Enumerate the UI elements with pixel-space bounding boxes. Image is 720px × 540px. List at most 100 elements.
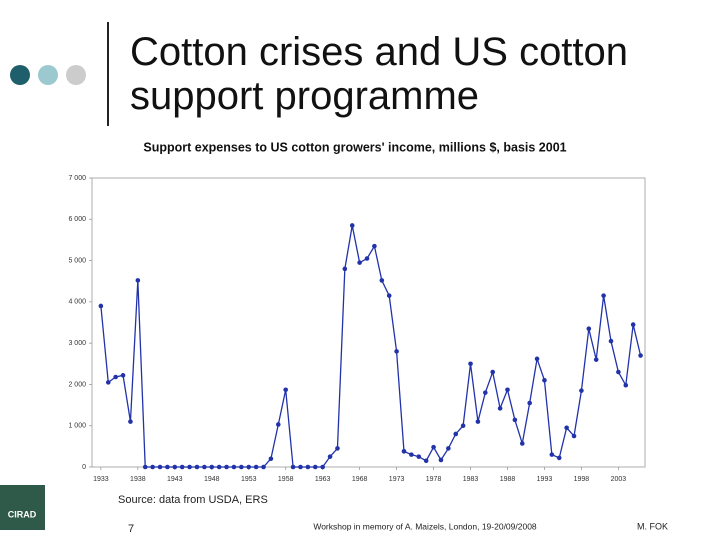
data-point xyxy=(179,464,185,470)
data-point xyxy=(209,464,215,470)
data-point xyxy=(135,278,141,283)
data-point xyxy=(261,464,266,470)
data-point xyxy=(349,223,355,228)
data-point xyxy=(468,361,473,367)
data-point xyxy=(483,390,488,395)
data-point xyxy=(542,378,547,383)
data-point xyxy=(305,464,311,470)
x-tick-label: 1943 xyxy=(167,476,183,483)
data-point xyxy=(120,373,126,378)
data-point xyxy=(549,452,555,457)
data-point xyxy=(475,419,481,424)
data-point xyxy=(357,260,362,265)
data-point xyxy=(364,256,370,261)
data-point xyxy=(231,464,237,470)
x-tick-label: 1938 xyxy=(130,476,146,483)
data-point xyxy=(113,374,118,380)
page-number: 7 xyxy=(128,523,134,535)
data-point xyxy=(379,278,385,283)
decor-dot xyxy=(10,65,30,85)
data-point xyxy=(327,454,333,459)
x-tick-label: 1973 xyxy=(389,476,405,483)
data-point xyxy=(460,423,466,429)
data-point xyxy=(298,464,303,470)
data-point xyxy=(593,357,599,362)
data-line xyxy=(100,225,642,468)
data-point xyxy=(423,458,429,464)
data-point xyxy=(105,380,111,385)
logo xyxy=(0,485,45,530)
slide-title: Cotton crises and US cotton support prog… xyxy=(130,30,629,118)
y-tick-label: 4 000 xyxy=(68,299,86,306)
data-point xyxy=(505,387,510,393)
data-point xyxy=(431,444,436,450)
data-point xyxy=(630,322,636,327)
data-point xyxy=(446,446,451,451)
data-point xyxy=(172,464,178,470)
x-tick-label: 1978 xyxy=(426,476,442,483)
data-point xyxy=(276,422,281,427)
data-point xyxy=(98,303,104,309)
data-point xyxy=(534,356,540,362)
data-point xyxy=(638,353,643,358)
x-tick-label: 1958 xyxy=(278,476,294,483)
decor-dot xyxy=(38,65,58,85)
data-point xyxy=(556,455,562,461)
data-point xyxy=(312,464,318,470)
data-point xyxy=(290,464,296,470)
data-point xyxy=(224,464,229,470)
author: M. FOK xyxy=(637,521,668,531)
y-tick-label: 1 000 xyxy=(68,423,86,430)
data-point xyxy=(386,293,392,298)
data-point xyxy=(616,369,621,375)
data-point xyxy=(409,452,414,457)
y-tick-label: 3 000 xyxy=(68,340,86,347)
data-point xyxy=(372,243,377,249)
data-point xyxy=(335,446,340,451)
x-tick-label: 1953 xyxy=(241,476,257,483)
y-tick-label: 7 000 xyxy=(68,175,86,182)
y-tick-label: 2 000 xyxy=(68,381,86,388)
x-tick-label: 1993 xyxy=(537,476,553,483)
y-tick-label: 5 000 xyxy=(68,257,86,264)
x-tick-label: 1933 xyxy=(93,476,109,483)
data-point xyxy=(165,464,170,470)
data-point xyxy=(527,400,532,406)
data-point xyxy=(623,382,629,388)
data-point xyxy=(157,464,163,470)
x-tick-label: 1963 xyxy=(315,476,331,483)
logo-text: CIRAD xyxy=(8,509,37,519)
data-point xyxy=(150,464,155,470)
data-point xyxy=(202,464,207,470)
data-point xyxy=(601,293,606,298)
data-point xyxy=(216,464,222,470)
data-point xyxy=(128,419,133,424)
data-point xyxy=(579,388,584,393)
data-point xyxy=(416,454,422,459)
x-tick-label: 1948 xyxy=(204,476,220,483)
data-point xyxy=(571,433,577,439)
x-tick-label: 1988 xyxy=(500,476,516,483)
plot-frame xyxy=(91,177,646,468)
data-point xyxy=(253,464,259,470)
x-tick-label: 1998 xyxy=(574,476,590,483)
data-point xyxy=(497,406,503,411)
data-point xyxy=(342,266,348,272)
chart-title: Support expenses to US cotton growers' i… xyxy=(143,140,566,154)
source: Source: data from USDA, ERS xyxy=(118,494,268,506)
footer: Workshop in memory of A. Maizels, London… xyxy=(313,521,537,531)
data-point xyxy=(320,464,325,470)
data-point xyxy=(246,464,252,470)
data-point xyxy=(239,464,244,470)
data-point xyxy=(564,425,569,431)
x-tick-label: 1983 xyxy=(463,476,479,483)
data-point xyxy=(394,349,399,354)
x-tick-label: 1968 xyxy=(352,476,368,483)
data-point xyxy=(490,369,496,375)
data-point xyxy=(194,464,200,470)
data-point xyxy=(519,441,525,446)
data-point xyxy=(283,387,288,393)
data-point xyxy=(608,338,614,344)
